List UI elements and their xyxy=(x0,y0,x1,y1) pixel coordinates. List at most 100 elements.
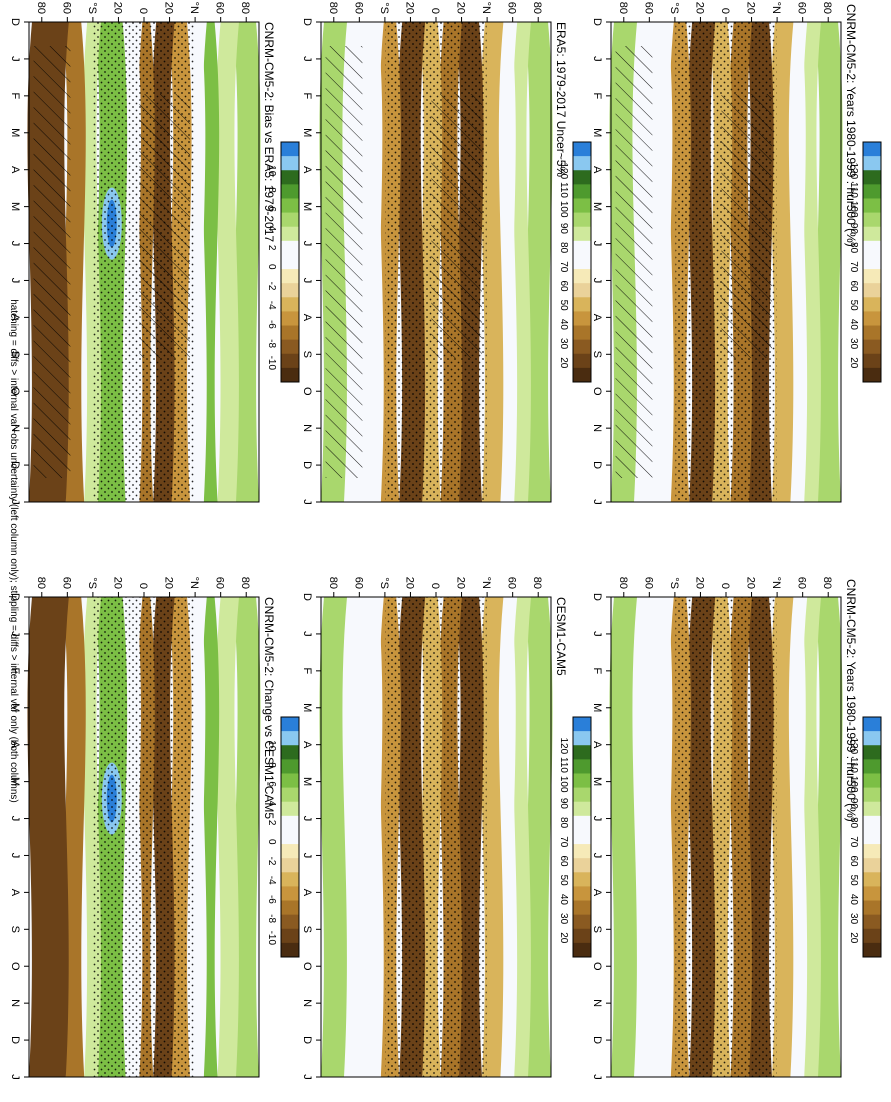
colorbar: 120 110 100 90 80 70 60 50 40 30 20 xyxy=(848,141,882,383)
x-tick-label: J xyxy=(591,853,603,859)
colorbar-swatch xyxy=(281,156,299,171)
y-tick-label: 20 xyxy=(111,2,123,14)
colorbar-swatch xyxy=(281,928,299,944)
colorbar-swatch xyxy=(573,198,591,214)
colorbar-swatch xyxy=(281,184,299,199)
hatching-overlay xyxy=(33,46,71,478)
heatmap-body xyxy=(27,597,261,1077)
colorbar-swatch xyxy=(573,914,591,930)
colorbar-label: 100 xyxy=(848,201,859,218)
x-tick-label: J xyxy=(301,278,313,284)
colorbar-swatch xyxy=(573,311,591,327)
colorbar-label: 2 xyxy=(266,245,277,251)
chart-panel-1: CNRM-CM5-2: Years 1980-1999 : hur500 (%)… xyxy=(591,2,882,505)
colorbar-swatch xyxy=(281,914,299,930)
colorbar-label: 110 xyxy=(558,757,569,773)
x-tick-label: M xyxy=(301,202,313,211)
y-tick-label: 20 xyxy=(111,577,123,589)
y-tick-label: °N xyxy=(480,577,492,589)
colorbar-label: 4 xyxy=(266,801,277,807)
colorbar-label: 70 xyxy=(558,836,569,848)
y-tick-label: 60 xyxy=(60,2,72,14)
colorbar-swatch xyxy=(863,170,881,185)
colorbar-swatch xyxy=(281,900,299,916)
x-tick-label: J xyxy=(591,56,603,62)
y-tick-label: 80 xyxy=(617,577,629,589)
colorbar-label: 8 xyxy=(266,762,277,768)
colorbar-label: 20 xyxy=(558,357,569,369)
colorbar-swatch xyxy=(281,886,299,902)
y-tick-label: 60 xyxy=(214,577,226,589)
chart-panel-5: CESM1-CAM5 D J F M A M J J A S O N D J 80 60 °N 20 0 20 °S 60 8… xyxy=(301,577,592,1080)
x-tick-label: A xyxy=(301,889,313,897)
colorbar-swatch xyxy=(863,353,881,369)
x-tick-label: S xyxy=(9,351,21,358)
colorbar-label: 40 xyxy=(848,319,859,331)
colorbar-swatch xyxy=(281,142,299,157)
colorbar-swatch xyxy=(863,367,881,383)
x-tick-label: S xyxy=(301,351,313,358)
x-tick-label: A xyxy=(591,314,603,322)
colorbar-swatch xyxy=(281,170,299,185)
x-tick-label: A xyxy=(9,166,21,174)
x-tick-label: M xyxy=(9,777,21,786)
colorbar-swatch xyxy=(863,829,881,845)
x-tick-label: D xyxy=(301,593,313,601)
y-tick-label: 60 xyxy=(60,577,72,589)
colorbar-label: -2 xyxy=(266,857,277,866)
x-tick-label: S xyxy=(9,926,21,933)
colorbar-label: 10 xyxy=(266,740,277,752)
heatmap-band xyxy=(216,597,239,1077)
colorbar-swatch xyxy=(863,142,881,157)
colorbar-label: -6 xyxy=(266,320,277,329)
heatmap-band xyxy=(815,597,843,1077)
heatmap-body xyxy=(609,22,843,502)
colorbar-label: 90 xyxy=(848,223,859,235)
colorbar-swatch xyxy=(573,872,591,887)
colorbar-label: 90 xyxy=(558,798,569,810)
heatmap-band xyxy=(319,597,347,1077)
y-tick-label: 20 xyxy=(403,577,415,589)
colorbar-swatch xyxy=(281,942,299,958)
y-tick-label: 60 xyxy=(214,2,226,14)
colorbar-label: 80 xyxy=(558,242,569,254)
colorbar-swatch xyxy=(281,759,299,774)
colorbar-swatch xyxy=(573,717,591,732)
y-tick-label: °N xyxy=(188,2,200,14)
colorbar-swatch xyxy=(281,367,299,383)
colorbar-swatch xyxy=(281,858,299,873)
colorbar-swatch xyxy=(281,787,299,803)
heatmap-band xyxy=(233,22,261,502)
heatmap-band xyxy=(802,22,821,502)
colorbar-swatch xyxy=(863,240,881,256)
colorbar-label: 90 xyxy=(558,223,569,235)
colorbar-label: 0 xyxy=(266,839,277,845)
x-tick-label: A xyxy=(301,166,313,174)
x-tick-label: O xyxy=(9,387,21,396)
colorbar-label: 20 xyxy=(848,357,859,369)
y-tick-label: °S xyxy=(86,2,98,14)
colorbar-label: -8 xyxy=(266,914,277,923)
colorbar-frame xyxy=(572,716,592,958)
colorbar-label: 110 xyxy=(558,182,569,198)
y-tick-label: 80 xyxy=(35,577,47,589)
y-tick-label: °N xyxy=(480,2,492,14)
x-tick-label: F xyxy=(9,667,21,674)
colorbar-swatch xyxy=(863,283,881,298)
rotated-figure: CNRM-CM5-2: Years 1980-1999 : hur500 (%)… xyxy=(8,2,882,1080)
colorbar-swatch xyxy=(573,240,591,256)
x-tick-label: J xyxy=(301,56,313,62)
colorbar-swatch xyxy=(573,297,591,312)
colorbar-swatch xyxy=(573,745,591,760)
x-tick-label: A xyxy=(9,314,21,322)
colorbar-swatch xyxy=(573,886,591,902)
colorbar-swatch xyxy=(863,198,881,214)
colorbar-swatch xyxy=(281,226,299,242)
colorbar-label: -2 xyxy=(266,282,277,291)
colorbar: 10 8 6 4 2 0 -2 -4 -6 -8 -10 xyxy=(266,141,300,383)
colorbar-swatch xyxy=(863,745,881,760)
x-tick-label: M xyxy=(301,703,313,712)
colorbar-frame xyxy=(280,716,300,958)
colorbar-label: 6 xyxy=(266,781,277,787)
y-tick-label: 20 xyxy=(693,577,705,589)
